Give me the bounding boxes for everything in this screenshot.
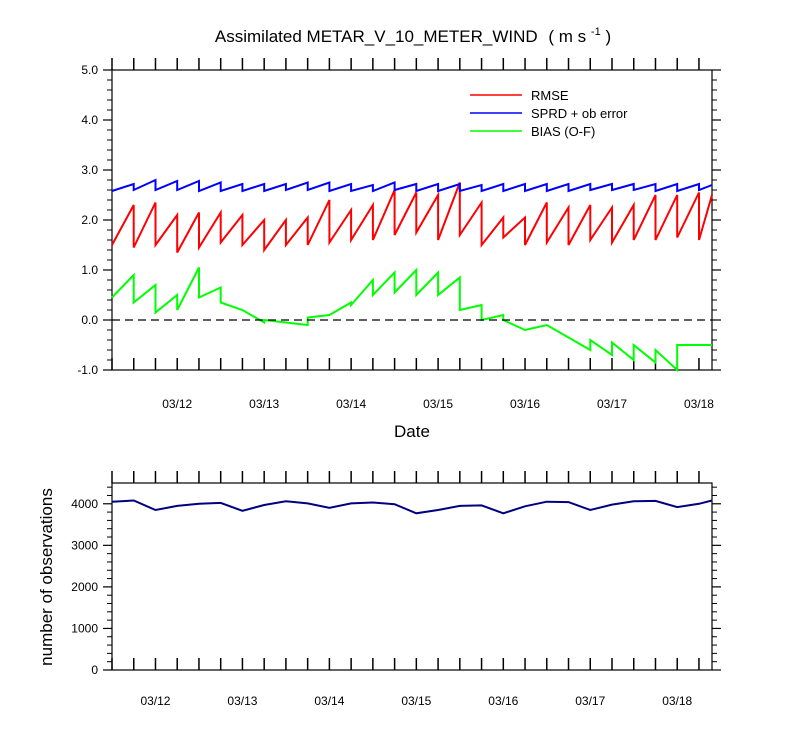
bottom-x-tick-label: 03/15	[401, 694, 431, 708]
bottom-x-tick-label: 03/13	[227, 694, 257, 708]
bottom-x-tick-label: 03/17	[575, 694, 605, 708]
top-x-tick-label: 03/16	[510, 397, 540, 411]
legend: RMSE SPRD + ob error BIAS (O-F)	[470, 88, 628, 139]
y-tick-label: 0.0	[81, 313, 98, 327]
series-group	[111, 499, 713, 515]
series-group	[111, 178, 713, 373]
plot-frame	[111, 482, 713, 671]
y-tick-label: 5.0	[81, 63, 98, 77]
y-tick-label: 0	[91, 663, 98, 677]
x-axis: 03/12 03/13 03/14 03/15 03/16 03/17 03/18	[111, 58, 714, 411]
bottom-x-tick-label: 03/12	[140, 694, 170, 708]
series-line-observations	[111, 499, 713, 515]
top-chart: Assimilated METAR_V_10_METER_WIND ( m s …	[77, 20, 721, 441]
x-axis: 03/12 03/13 03/14 03/15 03/16 03/17 03/18	[111, 471, 700, 708]
top-x-tick-label: 03/14	[336, 397, 366, 411]
y-axis: 0 1000 2000 3000 4000	[71, 486, 721, 677]
y-tick-label: 3000	[71, 538, 98, 552]
bottom-x-tick-label: 03/14	[314, 694, 344, 708]
y-axis: -1.0 0.0 1.0 2.0 3.0 4.0 5.0	[77, 63, 721, 377]
chart-title: Assimilated METAR_V_10_METER_WIND ( m s …	[215, 20, 611, 46]
y-tick-label: 2000	[71, 580, 98, 594]
y-axis-title: number of observations	[37, 488, 56, 666]
y-tick-label: 4.0	[81, 113, 98, 127]
y-tick-label: 4000	[71, 497, 98, 511]
series-line-sprd-ob-error	[111, 178, 713, 193]
y-tick-label: 3.0	[81, 163, 98, 177]
y-tick-label: -1.0	[77, 363, 98, 377]
legend-label-bias: BIAS (O-F)	[531, 124, 595, 139]
legend-label-rmse: RMSE	[531, 88, 569, 103]
y-tick-label: 2.0	[81, 213, 98, 227]
legend-label-sprd: SPRD + ob error	[531, 106, 628, 121]
series-line-rmse	[111, 182, 713, 254]
top-x-tick-label: 03/13	[249, 397, 279, 411]
top-x-tick-label: 03/17	[597, 397, 627, 411]
bottom-x-tick-label: 03/16	[488, 694, 518, 708]
series-line-bias-o-f	[111, 267, 712, 373]
top-x-tick-label: 03/12	[162, 397, 192, 411]
x-axis-title: Date	[394, 422, 430, 441]
top-x-tick-label: 03/15	[423, 397, 453, 411]
y-tick-label: 1000	[71, 621, 98, 635]
y-tick-label: 1.0	[81, 263, 98, 277]
bottom-x-tick-label: 03/18	[662, 694, 692, 708]
top-x-tick-label: 03/18	[684, 397, 714, 411]
